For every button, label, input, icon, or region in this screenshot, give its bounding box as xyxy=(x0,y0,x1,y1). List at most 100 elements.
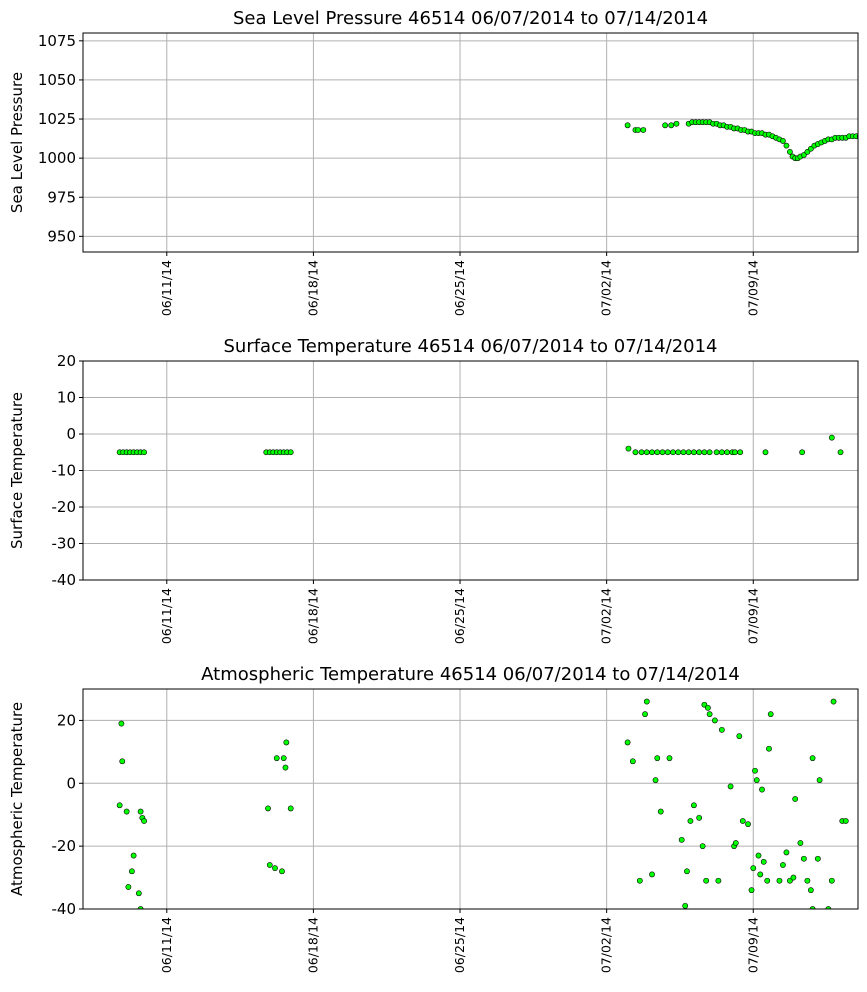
data-point xyxy=(736,733,743,740)
data-point xyxy=(265,805,271,812)
data-point xyxy=(739,818,746,824)
data-point xyxy=(141,449,147,456)
data-point xyxy=(649,871,655,878)
y-tick-label: 20 xyxy=(57,352,76,370)
data-point xyxy=(814,855,821,862)
data-point xyxy=(273,755,280,762)
data-point xyxy=(787,148,793,155)
chart-title: Atmospheric Temperature 46514 06/07/2014… xyxy=(201,664,740,685)
data-point xyxy=(783,849,790,856)
data-point xyxy=(624,739,631,746)
data-point xyxy=(790,874,797,881)
data-point xyxy=(636,877,643,884)
axes-frame xyxy=(82,360,859,581)
chart-title: Surface Temperature 46514 06/07/2014 to … xyxy=(223,336,717,357)
data-point xyxy=(272,865,278,872)
data-point xyxy=(699,843,706,850)
data-point xyxy=(666,755,673,762)
data-point xyxy=(713,449,720,456)
data-point xyxy=(680,449,687,456)
data-point xyxy=(135,890,142,897)
chart-panel-2: -40 -30 -20 -10 0 10 20 06/11/14 06/18/14 06/25/1… xyxy=(8,336,859,644)
data-point xyxy=(130,852,137,859)
data-point xyxy=(703,877,710,884)
x-tick-label: 06/18/14 xyxy=(305,260,320,316)
data-point xyxy=(745,821,751,828)
x-tick-label: 07/09/14 xyxy=(745,260,760,316)
data-point xyxy=(682,902,689,909)
data-point xyxy=(643,449,650,456)
data-point xyxy=(737,449,744,456)
y-tick-label: 10 xyxy=(57,389,76,407)
data-point xyxy=(762,449,769,456)
data-point xyxy=(266,862,273,868)
data-point xyxy=(137,906,144,909)
chart-panel-3: -40 -20 0 20 06/11/14 06/18/14 06/25/14 07/02/1… xyxy=(8,664,859,973)
data-point xyxy=(119,758,126,765)
data-point xyxy=(760,858,767,865)
data-point xyxy=(141,818,147,824)
data-point xyxy=(659,449,666,456)
data-point xyxy=(753,777,760,784)
data-point xyxy=(799,449,806,456)
x-tick-label: 07/02/14 xyxy=(599,260,614,316)
data-point xyxy=(642,711,648,718)
data-point xyxy=(727,783,734,790)
x-tick-label: 07/09/14 xyxy=(745,917,760,973)
data-point xyxy=(652,777,659,784)
data-point xyxy=(750,865,757,872)
data-point xyxy=(830,698,837,705)
data-point xyxy=(809,906,816,909)
data-point xyxy=(649,449,655,456)
x-tick-label: 06/25/14 xyxy=(452,588,467,644)
data-point xyxy=(783,142,790,149)
data-point xyxy=(632,449,639,456)
data-point xyxy=(125,884,132,890)
x-tick-label: 06/18/14 xyxy=(305,588,320,644)
x-tick-label: 06/11/14 xyxy=(159,917,174,973)
data-point xyxy=(279,868,285,875)
data-point xyxy=(116,802,123,809)
data-point xyxy=(809,755,816,762)
y-tick-label: -20 xyxy=(52,837,77,855)
data-point xyxy=(704,704,711,711)
x-tick-label: 07/09/14 xyxy=(745,588,760,644)
x-tick-label: 07/02/14 xyxy=(599,588,614,644)
data-point xyxy=(684,868,690,875)
data-point xyxy=(287,449,294,456)
data-point xyxy=(280,755,287,762)
data-point xyxy=(675,449,682,456)
data-point xyxy=(706,711,713,718)
data-point xyxy=(792,796,799,802)
data-point xyxy=(711,717,718,724)
x-tick-label: 07/02/14 xyxy=(599,917,614,973)
data-point xyxy=(287,805,294,812)
data-point xyxy=(691,449,697,456)
data-point xyxy=(718,726,725,733)
data-point xyxy=(283,739,290,746)
y-tick-label: 0 xyxy=(66,425,76,443)
data-point xyxy=(764,877,771,884)
data-point xyxy=(797,840,804,846)
data-point xyxy=(766,745,772,752)
y-axis-label: Sea Level Pressure xyxy=(8,72,26,213)
data-point xyxy=(807,887,814,894)
data-point xyxy=(118,720,125,727)
y-tick-label: 20 xyxy=(57,711,76,729)
data-point xyxy=(123,808,130,815)
y-tick-label: -40 xyxy=(52,571,77,589)
y-tick-label: 1000 xyxy=(38,149,76,167)
y-tick-label: -10 xyxy=(52,462,77,480)
data-point xyxy=(732,449,738,456)
data-point xyxy=(780,138,786,144)
y-tick-label: 950 xyxy=(47,227,76,245)
data-point xyxy=(696,814,703,821)
data-point xyxy=(657,808,664,815)
data-point xyxy=(282,764,289,771)
y-tick-label: 975 xyxy=(47,188,76,206)
data-point xyxy=(828,434,835,441)
data-point xyxy=(757,871,764,878)
data-point xyxy=(724,449,730,456)
data-point xyxy=(759,786,765,793)
data-point xyxy=(625,445,632,452)
